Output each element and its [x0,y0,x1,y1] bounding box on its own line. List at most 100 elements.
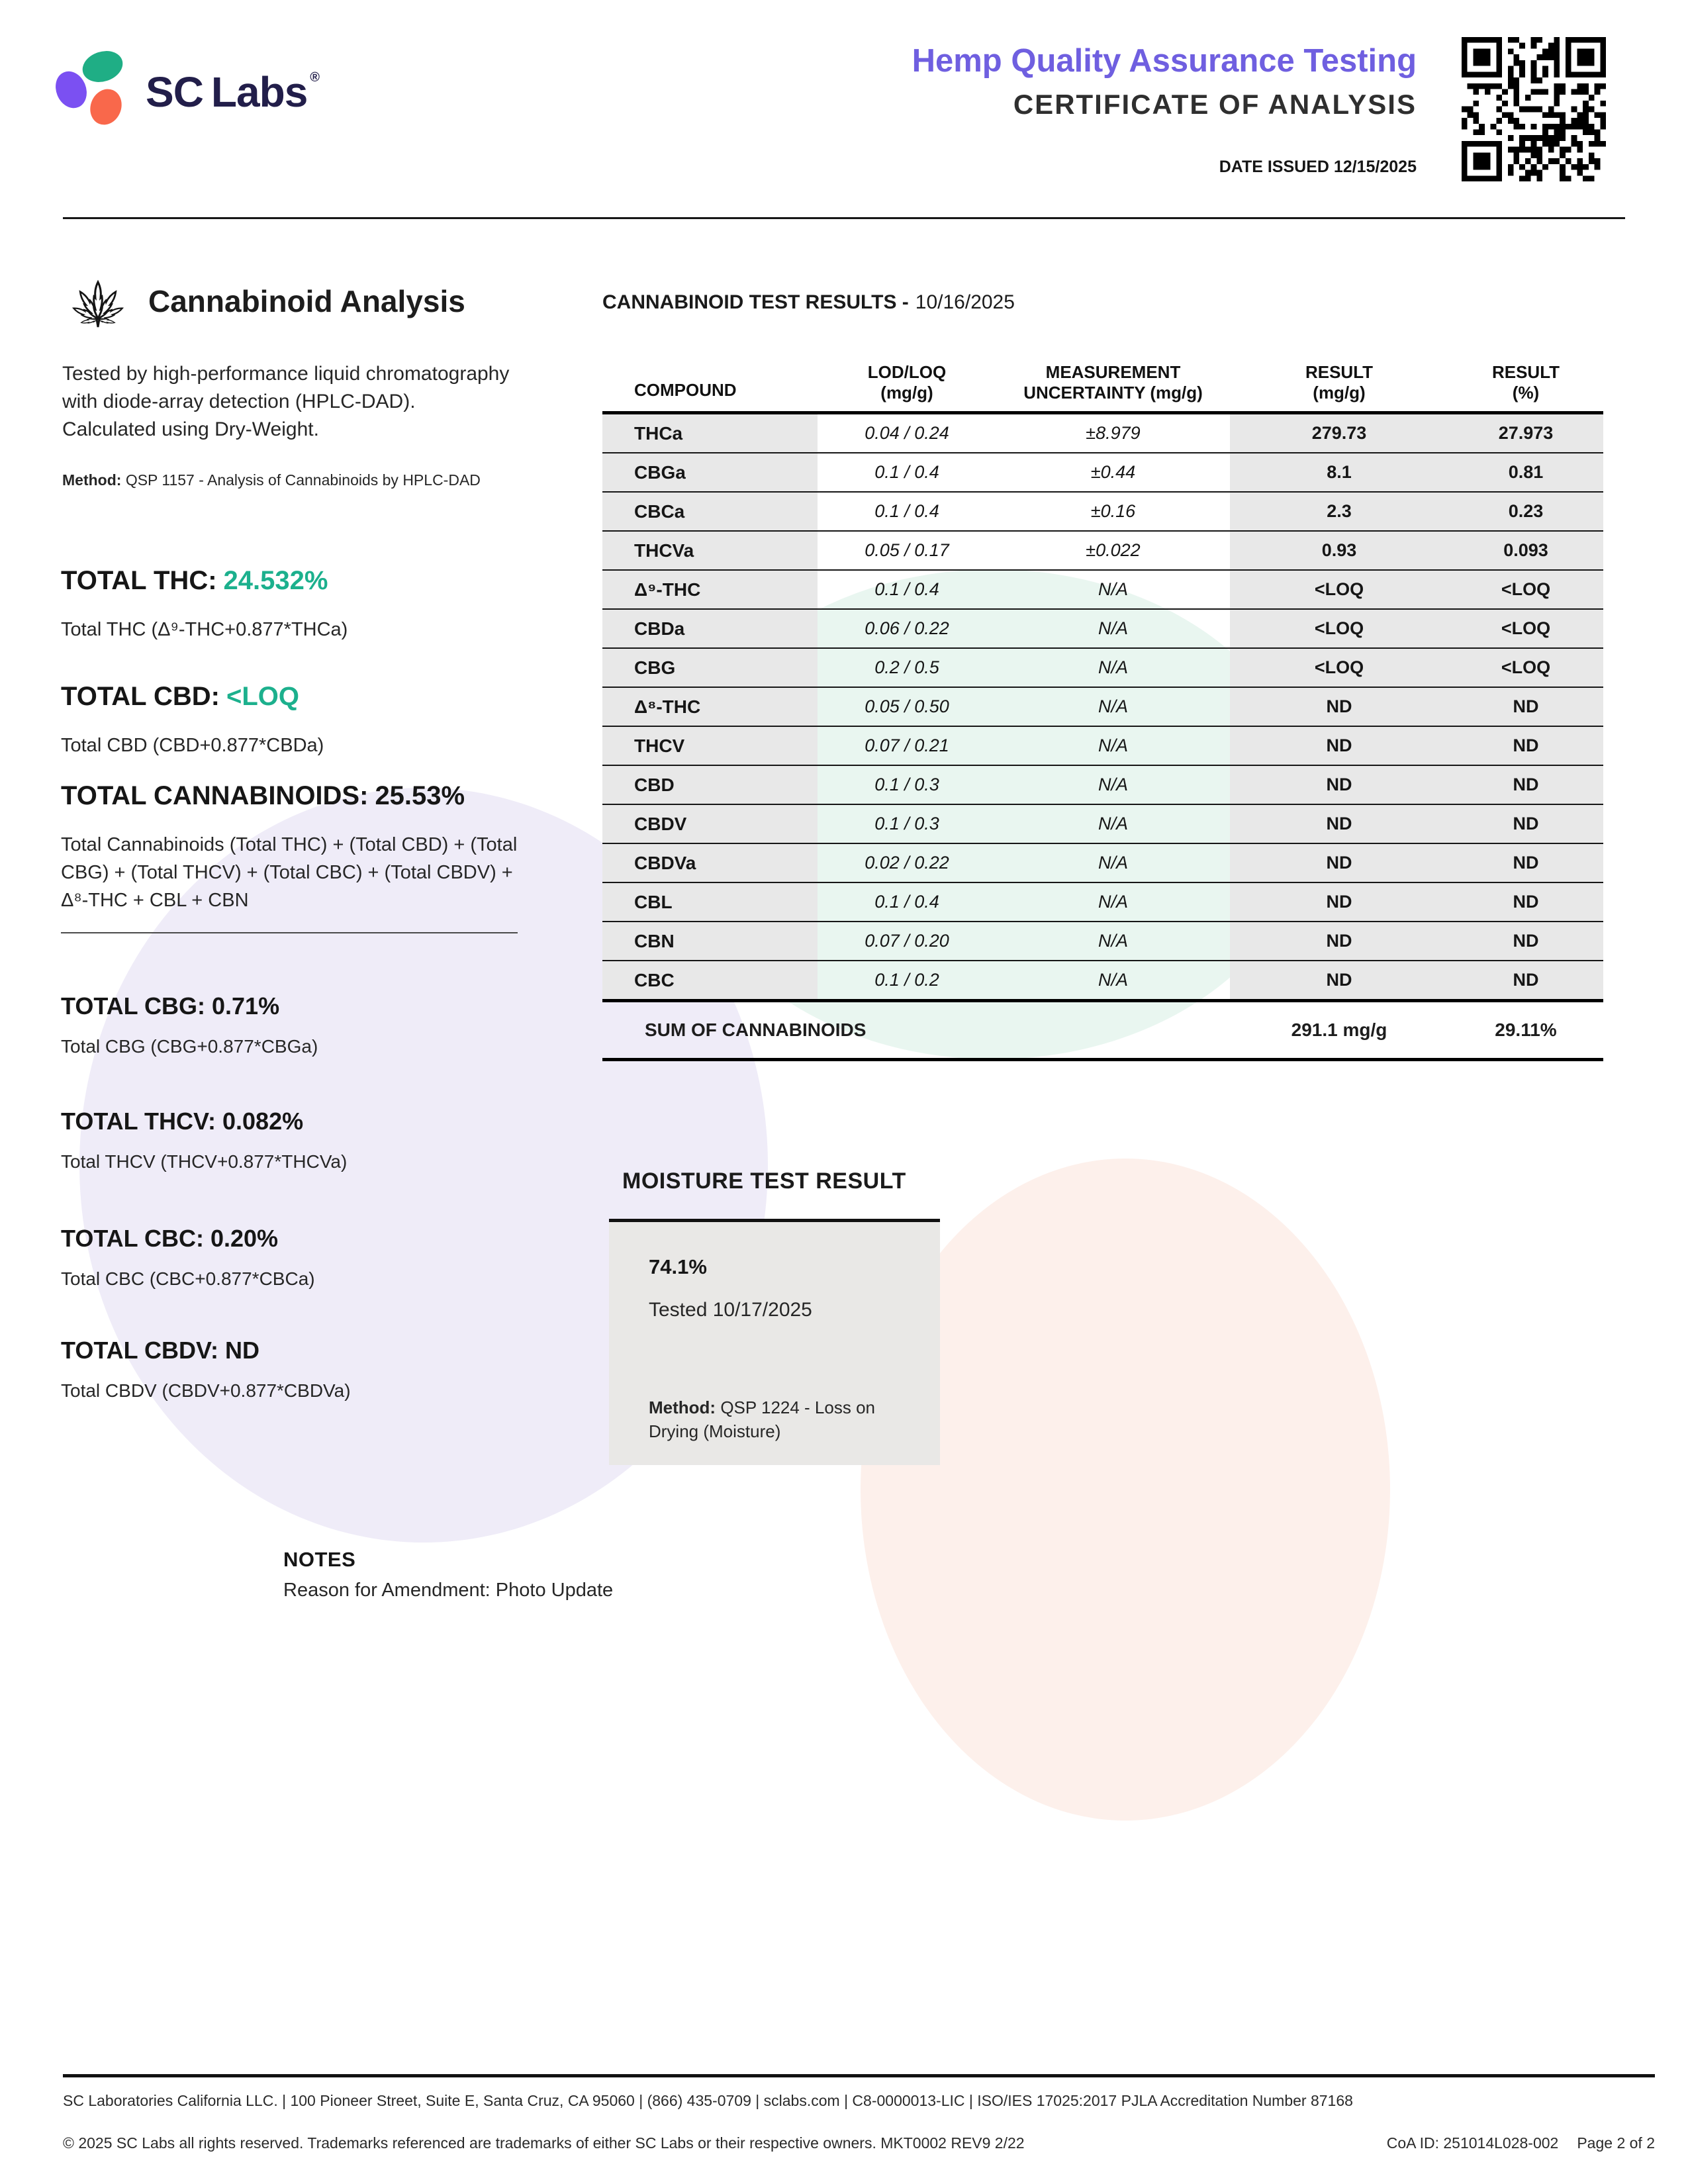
column-header-line1: LOD/LOQ [867,362,947,382]
table-row: CBN 0.07 / 0.20 N/A ND ND [602,922,1603,961]
cell-compound: Δ⁹-THC [602,571,818,608]
cannabinoid-analysis-description: Tested by high-performance liquid chroma… [62,363,510,440]
footer-page-number: Page 2 of 2 [1577,2134,1655,2152]
cell-uncertainty: ±8.979 [1086,423,1141,443]
cell-lod-loq: 0.07 / 0.21 [865,736,949,755]
cell-lod-loq: 0.2 / 0.5 [874,657,939,677]
cannabinoid-results-table: COMPOUND LOD/LOQ (mg/g) MEASUREMENT UNCERT… [602,334,1603,1061]
total-label-line: TOTAL CBD: <LOQ [61,682,564,712]
sum-result-pct: 29.11% [1495,1020,1557,1040]
table-row: CBDV 0.1 / 0.3 N/A ND ND [602,805,1603,844]
cell-compound: THCa [602,414,818,452]
cell-result-mg: <LOQ [1230,610,1448,647]
column-header-line2: (mg/g) [880,383,933,403]
moisture-method: Method: QSP 1224 - Loss on Drying (Moist… [649,1396,907,1443]
brand-labs: Labs [211,68,308,116]
table-row: Δ⁸-THC 0.05 / 0.50 N/A ND ND [602,688,1603,727]
decorative-blob-pink [861,1159,1390,1821]
cell-result-mg: ND [1230,883,1448,921]
cell-lod-loq: 0.04 / 0.24 [865,423,949,443]
notes-heading: NOTES [283,1548,356,1571]
total-label-line: TOTAL THC: 24.532% [61,566,564,596]
footer-copyright: © 2025 SC Labs all rights reserved. Trad… [63,2134,1025,2152]
cell-result-mg: ND [1230,961,1448,999]
logo-dot-orange-icon [85,84,127,130]
column-header-line2: (mg/g) [1313,383,1366,403]
cell-uncertainty: N/A [1098,579,1128,599]
header-divider [63,217,1625,219]
cell-lod-loq: 0.07 / 0.20 [865,931,949,951]
cell-uncertainty: N/A [1098,657,1128,677]
cell-compound: CBDV [602,805,818,843]
cell-result-pct: <LOQ [1448,649,1603,687]
footer-legal-row: © 2025 SC Labs all rights reserved. Trad… [63,2134,1655,2152]
total-block: TOTAL CBD: <LOQ Total CBD (CBD+0.877*CBDa… [61,682,564,759]
cell-result-mg: 2.3 [1230,493,1448,530]
cell-uncertainty: ±0.022 [1086,540,1141,560]
table-row: CBG 0.2 / 0.5 N/A <LOQ <LOQ [602,649,1603,688]
table-row: CBDa 0.06 / 0.22 N/A <LOQ <LOQ [602,610,1603,649]
column-header-line1: MEASUREMENT [1045,362,1181,382]
brand-logo: SC Labs ® [146,68,320,117]
column-header-result-pct: RESULT (%) [1448,362,1603,411]
cell-uncertainty: N/A [1098,618,1128,638]
cell-lod-loq: 0.1 / 0.3 [874,775,939,794]
footer-lab-info: SC Laboratories California LLC. | 100 Pi… [63,2092,1353,2109]
qr-code [1462,37,1606,181]
date-issued: DATE ISSUED 12/15/2025 [1219,158,1417,176]
table-row: CBL 0.1 / 0.4 N/A ND ND [602,883,1603,922]
cell-result-pct: <LOQ [1448,610,1603,647]
cell-lod-loq: 0.05 / 0.50 [865,696,949,716]
cell-result-mg: ND [1230,922,1448,960]
cell-compound: THCVa [602,532,818,569]
table-row: CBC 0.1 / 0.2 N/A ND ND [602,961,1603,999]
column-header-result-mg: RESULT (mg/g) [1230,362,1448,411]
cell-result-mg: ND [1230,727,1448,765]
method-label: Method: [649,1398,716,1417]
section-heading-cannabinoid-analysis: Cannabinoid Analysis [148,284,465,318]
cell-result-mg: <LOQ [1230,649,1448,687]
total-formula: Total THC (Δ⁹-THC+0.877*THCa) [61,619,348,640]
results-table-title: CANNABINOID TEST RESULTS - 10/16/2025 [602,291,1015,314]
total-formula: Total CBD (CBD+0.877*CBDa) [61,735,324,756]
cell-result-mg: 0.93 [1230,532,1448,569]
cell-lod-loq: 0.02 / 0.22 [865,853,949,873]
cell-result-mg: 8.1 [1230,453,1448,491]
cell-result-mg: 279.73 [1230,414,1448,452]
cell-uncertainty: ±0.16 [1090,501,1136,521]
cell-result-mg: ND [1230,805,1448,843]
cell-result-mg: ND [1230,844,1448,882]
cell-compound: CBC [602,961,818,999]
cell-lod-loq: 0.06 / 0.22 [865,618,949,638]
results-table-title-text: CANNABINOID TEST RESULTS - [602,291,909,313]
cell-result-pct: ND [1448,805,1603,843]
document-subtitle: CERTIFICATE OF ANALYSIS [1013,89,1417,120]
cell-compound: Δ⁸-THC [602,688,818,726]
column-header-line2: (%) [1512,383,1540,403]
cell-lod-loq: 0.1 / 0.4 [874,462,939,482]
cell-compound: CBN [602,922,818,960]
cell-uncertainty: N/A [1098,736,1128,755]
column-header-line1: RESULT [1305,362,1374,382]
cell-result-pct: 0.23 [1448,493,1603,530]
cell-compound: THCV [602,727,818,765]
moisture-tested-date: Tested 10/17/2025 [649,1299,812,1321]
table-row: THCV 0.07 / 0.21 N/A ND ND [602,727,1603,766]
cell-compound: CBDVa [602,844,818,882]
cell-uncertainty: N/A [1098,853,1128,873]
table-row: CBDVa 0.02 / 0.22 N/A ND ND [602,844,1603,883]
cell-result-pct: ND [1448,727,1603,765]
total-value: <LOQ [226,682,300,711]
total-label: TOTAL CBD: [61,682,220,711]
method-text: QSP 1157 - Analysis of Cannabinoids by H… [125,471,481,489]
sum-result-mg: 291.1 mg/g [1291,1020,1387,1040]
table-body: THCa 0.04 / 0.24 ±8.979 279.73 27.973 CB… [602,414,1603,999]
cell-uncertainty: N/A [1098,931,1128,951]
cell-uncertainty: N/A [1098,814,1128,833]
cell-uncertainty: N/A [1098,775,1128,794]
cell-lod-loq: 0.05 / 0.17 [865,540,949,560]
total-block: TOTAL THC: 24.532% Total THC (Δ⁹-THC+0.87… [61,566,564,643]
cell-compound: CBD [602,766,818,804]
cell-result-pct: <LOQ [1448,571,1603,608]
